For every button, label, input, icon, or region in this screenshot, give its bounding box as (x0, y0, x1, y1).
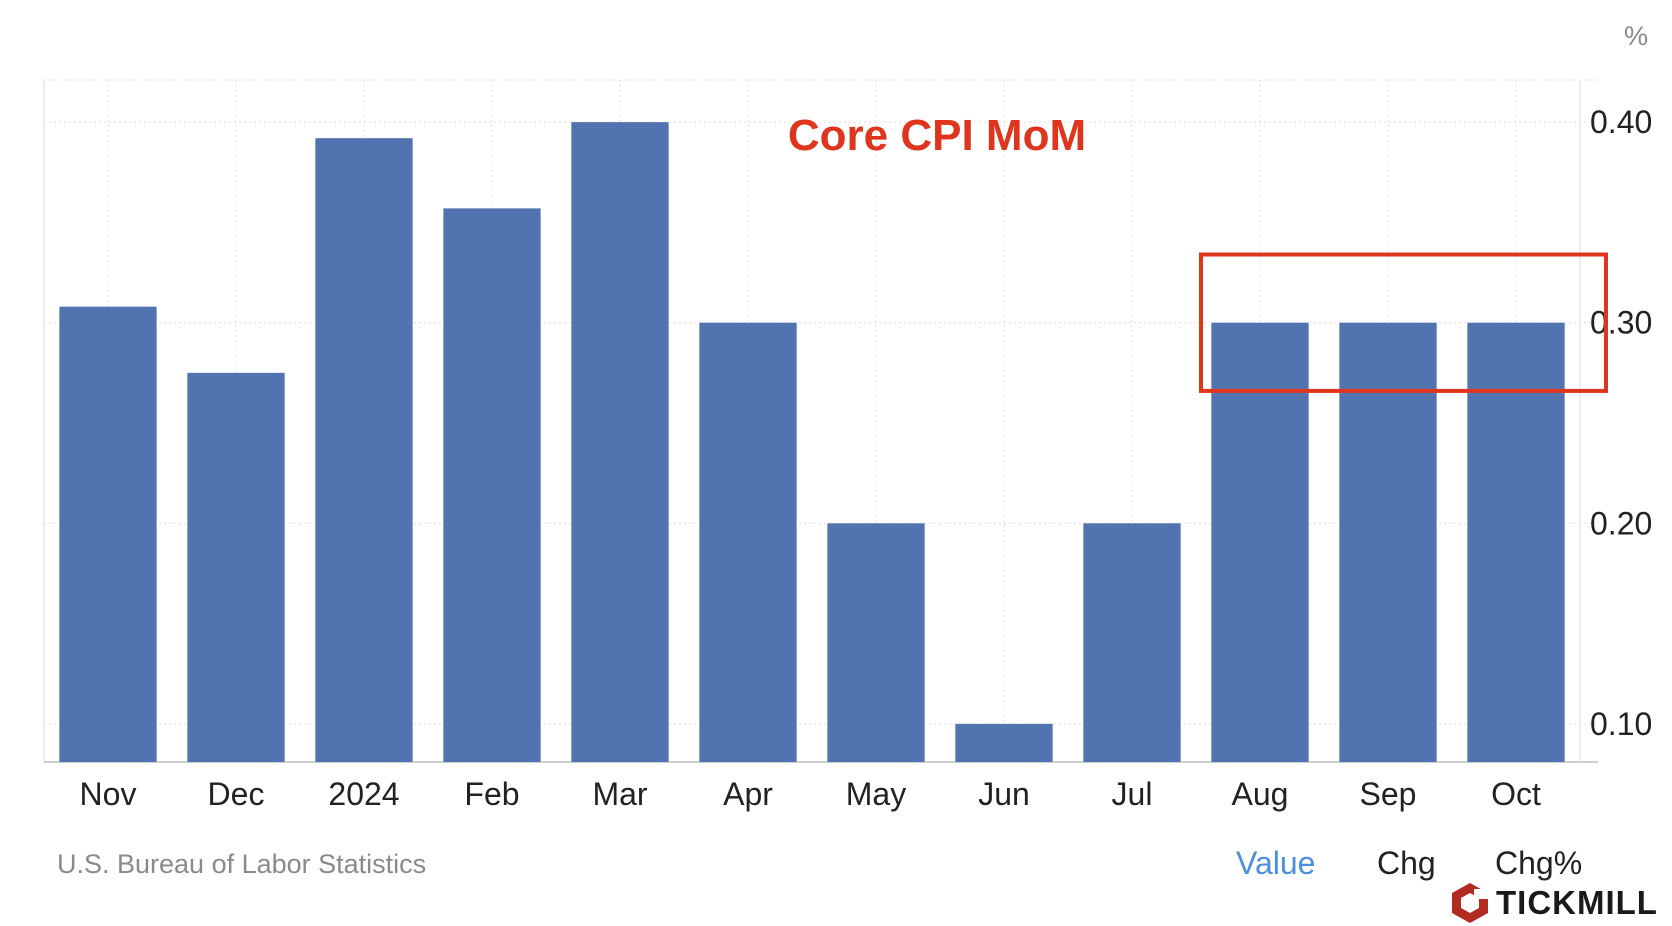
bar-oct[interactable] (1467, 322, 1565, 762)
tickmill-logo: TICKMILL (1450, 880, 1658, 926)
chart-title: Core CPI MoM (788, 111, 1086, 160)
tickmill-logo-icon (1452, 883, 1490, 923)
y-axis-labels: 0.10 0.20 0.30 0.40 (1590, 104, 1652, 742)
bar-dec[interactable] (187, 372, 285, 762)
source-label: U.S. Bureau of Labor Statistics (57, 849, 427, 879)
bar-may[interactable] (827, 523, 925, 762)
x-tick-label: Oct (1491, 776, 1541, 812)
bar-2024[interactable] (315, 138, 413, 762)
x-tick-label: May (846, 776, 906, 812)
highlight-box (1199, 252, 1608, 393)
x-tick-label: Jul (1112, 776, 1153, 812)
bar-jul[interactable] (1083, 523, 1181, 762)
bar-nov[interactable] (59, 306, 157, 762)
bar-feb[interactable] (443, 208, 541, 762)
x-tick-label: Nov (80, 776, 137, 812)
bar-apr[interactable] (699, 322, 797, 762)
toggle-chg[interactable]: Chg (1377, 845, 1436, 881)
bar-aug[interactable] (1211, 322, 1309, 762)
bar-mar[interactable] (571, 122, 669, 762)
y-tick-label: 0.20 (1590, 505, 1652, 541)
bar-jun[interactable] (955, 723, 1053, 762)
x-tick-label: Feb (464, 776, 519, 812)
y-tick-label: 0.40 (1590, 104, 1652, 140)
bar-chart: Nov Dec 2024 Feb Mar Apr May Jun Jul Aug Sep Oct 0.… (43, 21, 1652, 812)
y-axis-unit: % (1624, 21, 1648, 51)
y-tick-label: 0.10 (1590, 706, 1652, 742)
x-axis-labels: Nov Dec 2024 Feb Mar Apr May Jun Jul Aug Sep Oct (80, 776, 1541, 812)
toggle-value[interactable]: Value (1236, 845, 1316, 881)
x-tick-label: Sep (1360, 776, 1417, 812)
y-tick-label: 0.30 (1590, 305, 1652, 341)
bar-sep[interactable] (1339, 322, 1437, 762)
brand-name: TICKMILL (1496, 884, 1658, 921)
x-tick-label: Mar (592, 776, 647, 812)
toggle-chg-percent[interactable]: Chg% (1495, 845, 1583, 881)
x-tick-label: Dec (208, 776, 265, 812)
x-tick-label: Apr (723, 776, 773, 812)
x-tick-label: Aug (1232, 776, 1289, 812)
x-tick-label: 2024 (328, 776, 399, 812)
bars (59, 122, 1565, 762)
x-tick-label: Jun (978, 776, 1030, 812)
